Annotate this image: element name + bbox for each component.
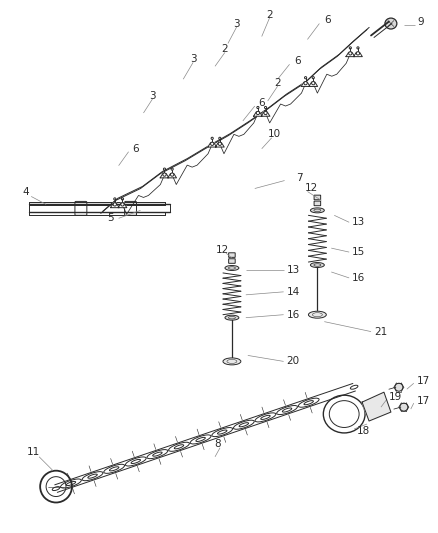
Ellipse shape — [229, 317, 235, 319]
Text: 4: 4 — [23, 188, 29, 197]
Circle shape — [163, 168, 166, 170]
Text: 16: 16 — [286, 310, 300, 320]
Circle shape — [170, 173, 174, 176]
Polygon shape — [353, 52, 362, 56]
Circle shape — [211, 142, 214, 146]
Circle shape — [265, 107, 267, 109]
Text: 2: 2 — [274, 78, 281, 88]
Text: 6: 6 — [294, 56, 301, 66]
FancyBboxPatch shape — [229, 253, 235, 257]
Circle shape — [114, 198, 116, 200]
Text: 9: 9 — [417, 17, 424, 27]
Text: 13: 13 — [352, 217, 365, 227]
Circle shape — [357, 52, 360, 55]
Polygon shape — [160, 174, 169, 178]
Text: 13: 13 — [286, 265, 300, 275]
Polygon shape — [118, 203, 127, 208]
Text: 12: 12 — [305, 183, 318, 193]
Text: 17: 17 — [417, 396, 430, 406]
Circle shape — [312, 77, 314, 79]
Circle shape — [256, 111, 260, 115]
Text: 15: 15 — [352, 247, 365, 257]
Text: 6: 6 — [324, 14, 331, 25]
Circle shape — [304, 82, 307, 85]
Text: 19: 19 — [389, 392, 402, 402]
Text: 12: 12 — [215, 245, 229, 255]
Text: 3: 3 — [233, 19, 240, 29]
Ellipse shape — [223, 358, 241, 365]
Polygon shape — [346, 52, 355, 56]
Text: 3: 3 — [149, 91, 156, 101]
Circle shape — [357, 47, 359, 49]
Text: 11: 11 — [27, 447, 40, 457]
Circle shape — [349, 47, 351, 49]
Text: 20: 20 — [286, 357, 300, 366]
Circle shape — [371, 402, 381, 412]
Circle shape — [211, 137, 213, 140]
Circle shape — [257, 107, 259, 109]
Ellipse shape — [311, 263, 324, 268]
Circle shape — [349, 52, 352, 55]
Text: 2: 2 — [222, 44, 228, 54]
Ellipse shape — [308, 311, 326, 318]
FancyBboxPatch shape — [124, 201, 137, 215]
Text: 2: 2 — [266, 10, 273, 20]
Polygon shape — [254, 112, 262, 116]
Circle shape — [121, 203, 124, 206]
FancyBboxPatch shape — [314, 201, 321, 206]
Text: 3: 3 — [190, 54, 197, 64]
Text: 16: 16 — [352, 273, 365, 283]
Ellipse shape — [311, 208, 324, 213]
Circle shape — [163, 173, 166, 176]
Polygon shape — [168, 174, 177, 178]
Text: 7: 7 — [296, 173, 303, 183]
Circle shape — [311, 82, 315, 85]
Polygon shape — [215, 143, 224, 147]
Circle shape — [400, 403, 408, 411]
Ellipse shape — [225, 265, 239, 270]
Circle shape — [113, 203, 117, 206]
Polygon shape — [309, 82, 318, 86]
Text: 5: 5 — [107, 213, 114, 223]
Ellipse shape — [229, 266, 235, 269]
Circle shape — [304, 77, 307, 79]
Text: 21: 21 — [374, 327, 387, 336]
FancyBboxPatch shape — [75, 201, 87, 215]
Text: 10: 10 — [268, 129, 281, 139]
Text: 14: 14 — [286, 287, 300, 297]
Polygon shape — [301, 82, 310, 86]
Text: 6: 6 — [258, 98, 265, 108]
Ellipse shape — [314, 209, 321, 212]
Ellipse shape — [314, 264, 321, 266]
Ellipse shape — [385, 18, 397, 29]
Circle shape — [395, 383, 403, 391]
FancyBboxPatch shape — [229, 259, 235, 263]
FancyBboxPatch shape — [314, 195, 321, 200]
Text: 18: 18 — [357, 426, 371, 436]
Polygon shape — [208, 143, 216, 147]
Polygon shape — [261, 112, 270, 116]
Polygon shape — [110, 203, 119, 208]
Circle shape — [218, 142, 222, 146]
Text: 17: 17 — [417, 376, 430, 386]
Circle shape — [121, 198, 124, 200]
Text: 6: 6 — [132, 144, 139, 154]
Circle shape — [264, 111, 267, 115]
Polygon shape — [362, 392, 391, 421]
Circle shape — [219, 137, 221, 140]
Text: 8: 8 — [215, 439, 221, 449]
Ellipse shape — [225, 315, 239, 320]
Circle shape — [171, 168, 173, 170]
